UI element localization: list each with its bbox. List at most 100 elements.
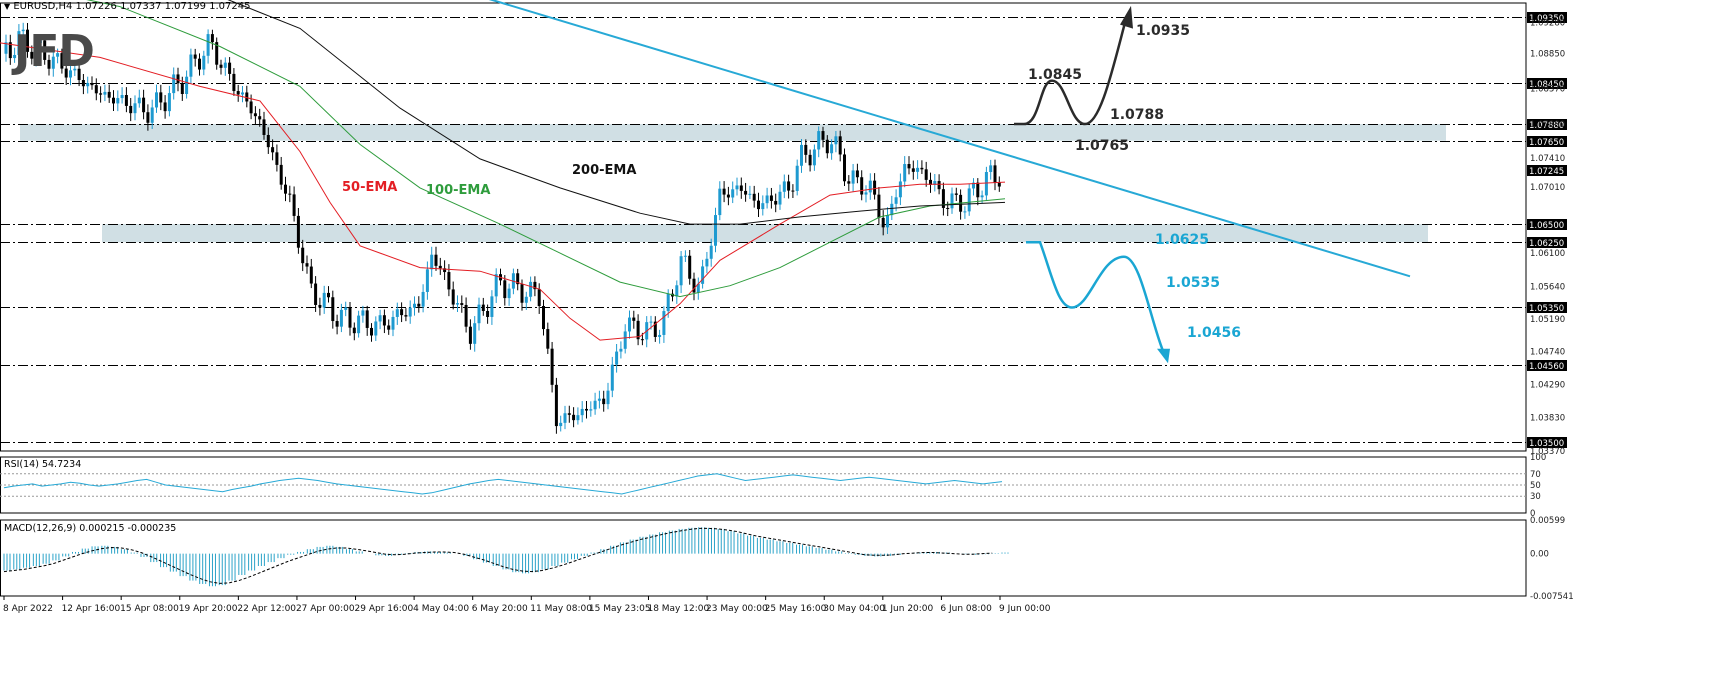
bullish-scenario-path	[1014, 22, 1127, 126]
candle-bull	[524, 296, 528, 303]
candle-bear	[163, 102, 167, 112]
price-level-tag-text: 1.08450	[1529, 80, 1564, 90]
candle-bear	[99, 93, 103, 95]
macd-title: MACD(12,26,9) 0.000215 -0.000235	[4, 523, 176, 534]
header-arrow-icon: ▼	[4, 2, 11, 11]
candle-bull	[619, 348, 623, 352]
candle-bear	[993, 165, 997, 183]
candle-bull	[967, 188, 971, 212]
candle-bear	[382, 315, 386, 326]
candle-bull	[778, 191, 782, 205]
candle-bear	[8, 42, 12, 59]
price-level-tag-text: 1.06250	[1529, 239, 1564, 249]
rsi-axis-tick: 0	[1530, 509, 1535, 519]
candle-bull	[817, 131, 821, 150]
candle-bear	[124, 95, 128, 106]
candle-bear	[417, 303, 421, 307]
candle-bull	[589, 409, 593, 411]
price-level-tag	[1527, 12, 1567, 23]
candle-bear	[249, 101, 253, 114]
x-axis: 8 Apr 2022 12 Apr 16:00 15 Apr 08:00 19 Apr…	[3, 596, 1051, 614]
candle-bear	[228, 62, 232, 74]
x-axis-tick-label: 1 Jun 20:00	[882, 604, 934, 614]
x-axis-tick-label: 4 May 04:00	[413, 604, 469, 614]
candle-bear	[520, 284, 524, 303]
label-1-0535: 1.0535	[1166, 275, 1221, 291]
candle-bear	[757, 200, 760, 210]
candle-bull	[378, 315, 382, 322]
candle-bull	[563, 413, 567, 423]
candle-bull	[322, 292, 326, 308]
price-level-tag-text: 1.06500	[1529, 221, 1564, 231]
price-level-tag-text: 1.03500	[1529, 439, 1564, 449]
label-1-0845: 1.0845	[1028, 67, 1083, 83]
candle-bull	[864, 192, 868, 195]
candle-bull	[13, 54, 17, 59]
rsi-name: RSI(14)	[4, 459, 39, 470]
price-level-tag	[1527, 302, 1567, 313]
candle-bear	[434, 254, 438, 266]
candle-bear	[348, 307, 352, 328]
candle-bear	[804, 144, 808, 155]
candle-bear	[81, 80, 85, 87]
candle-bull	[116, 98, 120, 104]
candle-bear	[215, 42, 219, 65]
candle-bear	[744, 190, 748, 195]
candle-bear	[941, 189, 945, 208]
rsi-title: RSI(14) 54.7234	[4, 459, 81, 470]
label-1-0788: 1.0788	[1110, 107, 1165, 123]
macd-signal-line	[3, 527, 993, 584]
candle-bull	[408, 307, 412, 317]
candle-bear	[481, 304, 485, 312]
candle-bear	[142, 97, 146, 113]
candle-bear	[769, 195, 773, 201]
price-level-tag	[1527, 136, 1567, 147]
candle-bear	[258, 116, 262, 120]
candle-bull	[473, 323, 477, 344]
x-axis-tick-label: 8 Apr 2022	[3, 604, 53, 614]
candle-bear	[537, 289, 541, 306]
price-axis-tick: 1.03370	[1530, 447, 1565, 457]
candle-bull	[73, 68, 77, 71]
candle-bull	[989, 165, 993, 172]
candle-bear	[301, 247, 305, 264]
candle-bull	[576, 415, 580, 421]
candle-bear	[825, 139, 829, 154]
x-axis-tick-label: 22 Apr 12:00	[237, 604, 296, 614]
candle-bear	[284, 184, 287, 194]
candle-bull	[223, 62, 227, 68]
x-axis-tick-label: 11 May 08:00	[530, 604, 592, 614]
price-axis-tick: 1.07410	[1530, 154, 1565, 164]
candle-bull	[851, 170, 855, 184]
candle-bull	[606, 390, 610, 405]
candle-bear	[739, 185, 743, 191]
candle-bear	[266, 134, 270, 148]
candle-bull	[494, 274, 498, 297]
rsi-axis-tick: 100	[1530, 453, 1546, 463]
candle-bear	[602, 398, 606, 405]
candle-bear	[219, 64, 223, 68]
last-price-tag	[1527, 165, 1567, 176]
candle-bear	[464, 304, 468, 327]
price-axis-tick: 1.06100	[1530, 249, 1565, 259]
candle-bull	[477, 304, 481, 324]
candle-bull	[701, 266, 705, 284]
candle-bull	[137, 97, 141, 104]
candle-bear	[193, 54, 197, 59]
candle-bull	[800, 144, 803, 166]
macd-axis-tick: 0.00	[1530, 550, 1549, 560]
candle-bear	[288, 193, 292, 195]
candle-bull	[490, 296, 494, 317]
candle-bull	[413, 303, 416, 308]
candle-bear	[370, 327, 373, 336]
candle-bear	[907, 164, 911, 169]
candle-bear	[309, 266, 313, 284]
x-axis-tick-label: 9 Jun 00:00	[999, 604, 1051, 614]
candle-bear	[271, 147, 275, 153]
candle-bear	[843, 154, 846, 182]
candle-bull	[748, 193, 752, 195]
candle-bull	[886, 215, 889, 228]
candle-bear	[503, 280, 507, 299]
